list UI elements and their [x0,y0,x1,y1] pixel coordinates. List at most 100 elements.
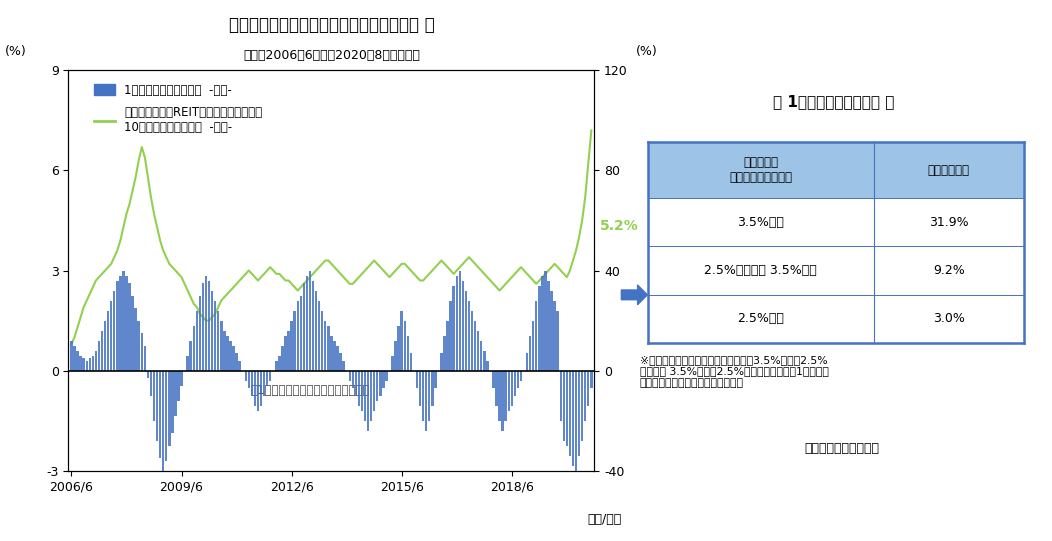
Text: (%): (%) [5,45,26,58]
Bar [297,300,299,371]
Legend: 1年後のリターンの推移  -右軸-, 米国ヘルスケアREITの配当利回りと米国
10年国債の利回りの差  -左軸-: 1年後のリターンの推移 -右軸-, 米国ヘルスケアREITの配当利回りと米国 1… [90,80,266,138]
Bar [370,371,372,421]
Bar [266,371,268,386]
Bar [88,358,92,371]
Bar [98,341,100,371]
Bar [95,351,97,371]
Bar [318,300,321,371]
Bar [379,371,382,395]
Bar [480,341,483,371]
Bar [180,371,183,386]
Bar [502,371,504,431]
Bar [361,371,363,411]
Bar [385,371,387,381]
Bar [648,294,1024,342]
Bar [125,275,127,371]
Bar [327,326,329,371]
Bar [284,335,287,371]
Bar [446,320,449,371]
Bar [471,311,473,371]
Bar [300,295,302,371]
Bar [337,346,339,371]
Bar [205,275,207,371]
Bar [486,360,488,371]
Bar [571,371,574,466]
Bar [376,371,379,400]
Bar [440,353,443,371]
Bar [171,371,174,433]
Bar [294,311,296,371]
Text: （年/月）: （年/月） [588,513,622,526]
Bar [141,333,143,371]
Text: 出所：ブルームバーグ: 出所：ブルームバーグ [805,441,879,454]
Bar [193,326,195,371]
Bar [315,291,318,371]
Bar [260,371,262,406]
Bar [79,355,82,371]
Bar [358,371,360,406]
Bar [590,371,592,388]
Bar [382,371,385,388]
Bar [70,341,73,371]
Bar [116,280,119,371]
Bar [648,247,1024,294]
Bar [85,360,88,371]
Bar [128,283,130,371]
Bar [539,286,541,371]
Bar [443,335,446,371]
Bar [74,346,76,371]
Bar [244,371,247,381]
Bar [648,199,1024,247]
Bar [409,353,412,371]
Bar [165,371,167,460]
Bar [355,371,357,395]
Text: 投資時点の
「利回り差」の水準: 投資時点の 「利回り差」の水準 [729,156,792,184]
Bar [425,371,427,431]
Bar [177,371,180,400]
Bar [541,275,544,371]
Bar [513,371,517,395]
Bar [278,355,281,371]
Bar [459,270,461,371]
Bar [199,295,201,371]
Bar [330,335,332,371]
Bar [394,341,397,371]
Bar [250,371,254,395]
Bar [342,360,345,371]
Bar [404,320,406,371]
Bar [226,335,228,371]
Bar [398,326,400,371]
Bar [229,341,231,371]
Bar [416,371,419,388]
Bar [407,335,409,371]
Bar [263,371,265,395]
Bar [419,371,421,406]
Bar [492,371,494,388]
Bar [553,300,555,371]
Bar [159,371,161,458]
Text: ＜「利回り差」と１年後のリターンの推移 ＞: ＜「利回り差」と１年後のリターンの推移 ＞ [228,16,434,34]
Bar [569,371,571,456]
Bar [452,286,454,371]
Bar [303,283,305,371]
Bar [311,280,315,371]
Bar [499,371,501,421]
Bar [236,353,238,371]
Bar [434,371,437,388]
Bar [473,320,477,371]
Bar [505,371,507,421]
Text: 期間：2006年6月末～2020年8月末、月次: 期間：2006年6月末～2020年8月末、月次 [243,49,420,62]
Bar [584,371,586,421]
Bar [563,371,565,440]
Bar [428,371,430,421]
Bar [566,371,568,446]
Bar [175,371,177,415]
Bar [82,358,85,371]
Bar [581,371,584,440]
Bar [119,275,122,371]
Bar [276,360,278,371]
Bar [281,346,284,371]
Bar [544,270,547,371]
Bar [122,270,124,371]
Text: 5.2%: 5.2% [600,220,639,234]
